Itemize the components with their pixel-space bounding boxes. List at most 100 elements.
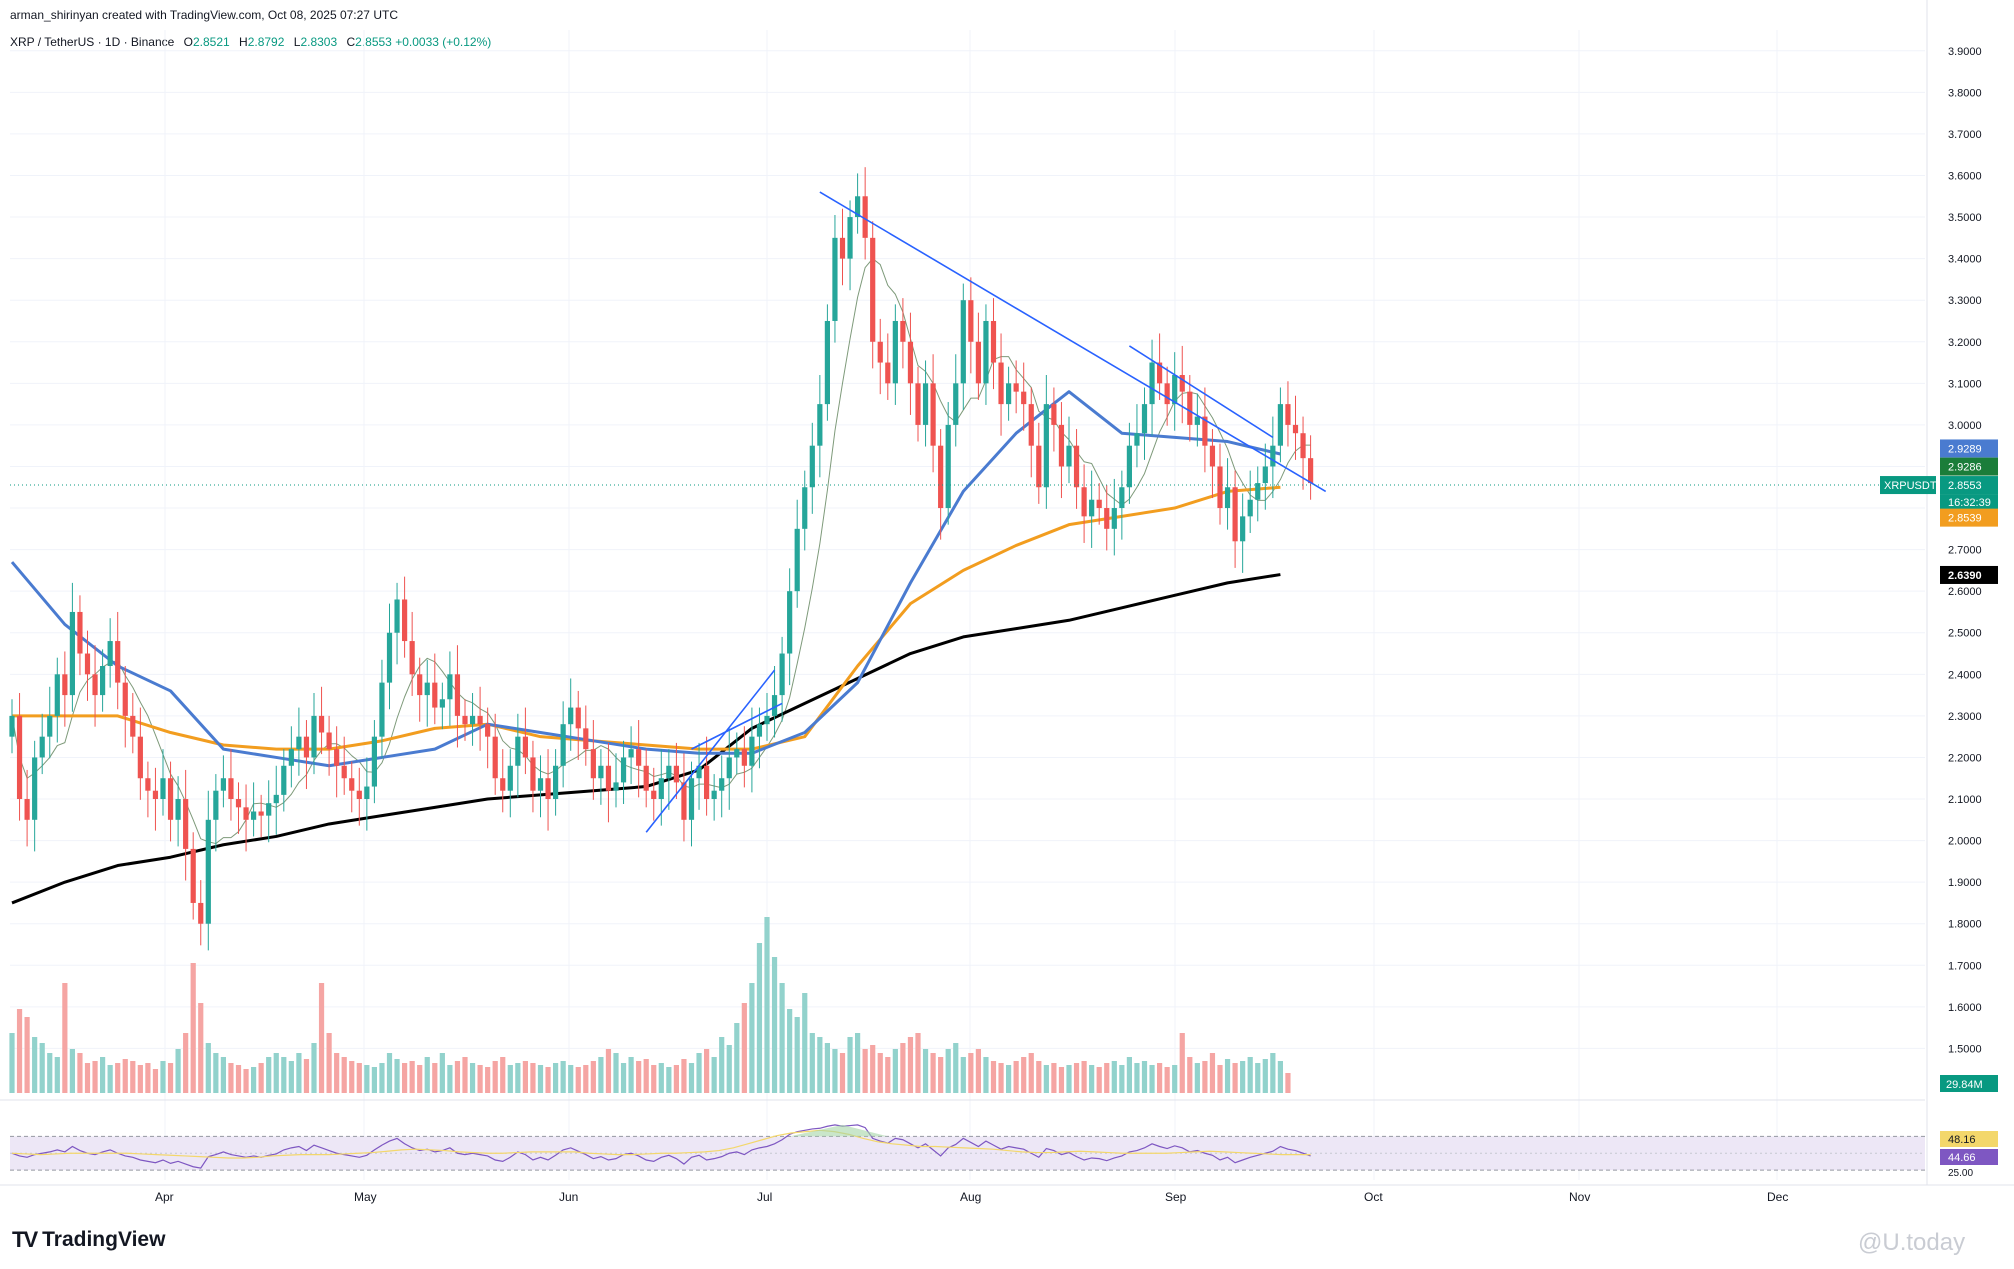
candle-body [1224, 487, 1231, 509]
candle-body [485, 724, 491, 737]
volume-bar [326, 1033, 332, 1093]
candle-body [47, 715, 53, 737]
candle-body [877, 341, 883, 363]
volume-bar [960, 1057, 966, 1093]
rsi-overbought-fill [789, 1124, 888, 1137]
candle-body [741, 749, 747, 766]
candle-body [198, 902, 204, 924]
candle-body [855, 196, 861, 218]
candle-body [651, 790, 657, 800]
candle-body [167, 778, 174, 820]
x-tick-label: Sep [1165, 1190, 1187, 1204]
candle-body [130, 715, 136, 737]
rsi-value-tag [1940, 1149, 1998, 1165]
volume-bar [469, 1063, 476, 1093]
volume-bar [1164, 1067, 1170, 1093]
candle-body [235, 799, 242, 808]
volume-bar [1126, 1057, 1132, 1093]
volume-bar [175, 1049, 181, 1093]
volume-bar [39, 1043, 45, 1093]
candle-body [1308, 458, 1314, 484]
candle-body [364, 786, 370, 800]
candle-body [1209, 445, 1216, 467]
y-tick-label: 1.9000 [1948, 877, 1982, 889]
candle-body [953, 383, 959, 425]
rsi-ma-line [11, 1129, 1311, 1159]
candle-body [273, 794, 279, 804]
candle-body [152, 790, 159, 800]
candle-body [568, 707, 574, 725]
volume-bar [628, 1057, 634, 1093]
volume-bar [719, 1037, 725, 1093]
ma-100-line [12, 485, 1281, 751]
candle-body [688, 778, 695, 820]
candle-body [326, 732, 332, 750]
candle-body [907, 341, 914, 384]
high-label: H [239, 35, 248, 49]
volume-bar [1270, 1053, 1276, 1093]
candle-body [1149, 362, 1155, 405]
candle-body [824, 320, 830, 405]
y-tick-label: 3.0000 [1948, 420, 1982, 432]
symbol-price-tag-label: XRPUSDT [1884, 480, 1937, 492]
candle-body [794, 528, 800, 592]
x-tick-label: Nov [1569, 1190, 1590, 1204]
volume-bar [1240, 1061, 1246, 1093]
volume-bar [228, 1063, 234, 1093]
trendline [645, 669, 776, 833]
volume-bar [243, 1069, 249, 1093]
volume-bar [1028, 1053, 1034, 1093]
candle-body [1141, 404, 1148, 434]
volume-bar [900, 1043, 906, 1093]
volume-bar [1224, 1059, 1231, 1093]
candle-body [288, 749, 294, 766]
y-tick-label: 3.4000 [1948, 254, 1982, 266]
volume-bar [1262, 1059, 1268, 1093]
volume-bar [9, 1033, 15, 1093]
candle-body [492, 736, 498, 779]
volume-bar [688, 1063, 695, 1093]
candle-body [1021, 391, 1027, 405]
x-tick-label: May [354, 1190, 377, 1204]
candle-body [1119, 487, 1125, 509]
rsi-band [10, 1136, 1925, 1171]
volume-bar [62, 983, 68, 1093]
volume-bar [968, 1053, 974, 1093]
utoday-watermark: @U.today [1858, 1229, 1966, 1256]
volume-bar [1141, 1061, 1148, 1093]
open-value: 2.8521 [192, 35, 230, 49]
candle-body [190, 848, 196, 903]
volume-bar [454, 1061, 461, 1093]
candle-body [454, 674, 461, 716]
trendline [819, 191, 1327, 493]
y-tick-label: 3.7000 [1948, 129, 1982, 141]
volume-bar [137, 1065, 143, 1093]
volume-bar [870, 1045, 876, 1093]
volume-bar [537, 1065, 544, 1093]
candle-body [311, 715, 317, 758]
volume-bar [47, 1053, 53, 1093]
volume-bar [1232, 1063, 1238, 1093]
volume-bar [824, 1043, 830, 1093]
volume-bar [560, 1061, 566, 1093]
x-tick-label: Aug [960, 1190, 981, 1204]
volume-bar [160, 1061, 166, 1093]
candle-body [711, 790, 717, 800]
volume-bar [417, 1065, 423, 1093]
volume-bar [696, 1053, 702, 1093]
volume-bar [1217, 1065, 1223, 1093]
candle-body [1058, 424, 1065, 467]
y-tick-label: 2.3000 [1948, 711, 1982, 723]
volume-bar [756, 943, 763, 1093]
candle-body [432, 682, 438, 708]
volume-bar [794, 1017, 800, 1093]
candle-body [847, 217, 853, 259]
candle-body [628, 749, 634, 758]
candle-body [749, 736, 755, 766]
volume-bar [462, 1057, 468, 1093]
volume-bar [205, 1043, 211, 1093]
candle-body [469, 715, 476, 725]
candle-body [1073, 445, 1080, 488]
price-tag-label: 2.9286 [1948, 462, 1982, 474]
